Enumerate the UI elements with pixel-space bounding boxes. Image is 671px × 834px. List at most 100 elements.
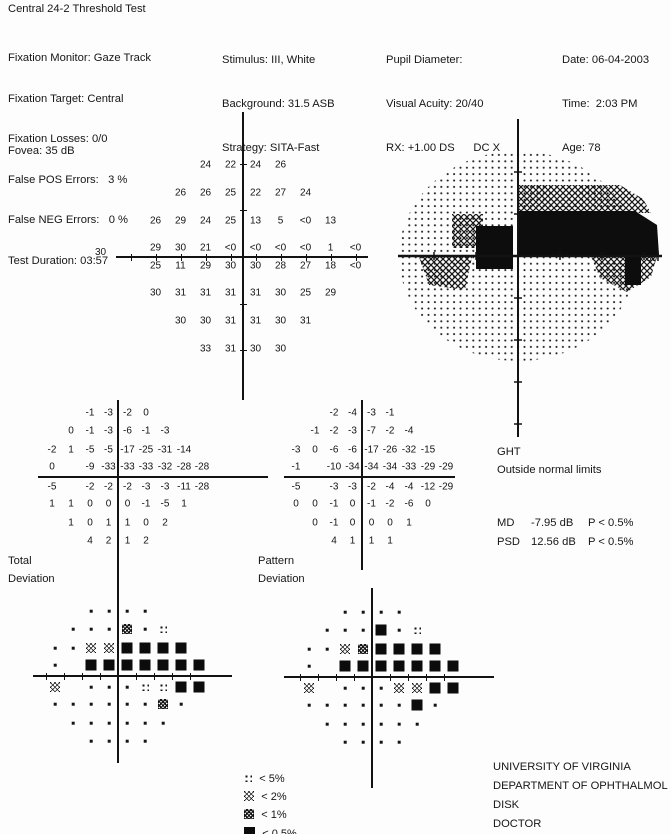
stimulus: Stimulus: III, White (222, 54, 316, 66)
total-deviation-value: 4 (87, 535, 93, 547)
threshold-value: <0 (299, 215, 312, 227)
total-deviation-title-1: Total (8, 555, 32, 567)
total-deviation-value: 0 (87, 517, 93, 529)
stimulus-parameters: Stimulus: III, White Background: 31.5 AS… (222, 26, 335, 182)
pattern-deviation-value: -3 (291, 444, 301, 456)
pattern-deviation-value: 0 (312, 444, 318, 456)
department-name: DEPARTMENT OF OPHTHALMOL (493, 780, 668, 792)
total-deviation-value: -3 (160, 425, 170, 437)
total-deviation-prob-symbol (86, 643, 96, 653)
threshold-value: 30 (174, 315, 187, 327)
threshold-value: 28 (274, 260, 287, 272)
total-deviation-prob-symbol (143, 739, 147, 743)
threshold-value: 31 (224, 315, 237, 327)
pattern-deviation-prob-symbol (411, 660, 423, 672)
total-deviation-prob-symbol (89, 739, 93, 743)
threshold-value: 24 (299, 187, 312, 199)
total-deviation-value: 0 (49, 461, 55, 473)
pattern-deviation-prob-symbol (361, 628, 365, 632)
pattern-deviation-value: -2 (329, 407, 339, 419)
total-deviation-prob-symbol (53, 646, 57, 650)
pattern-deviation-value: 1 (349, 535, 356, 547)
pattern-deviation-prob-symbol (325, 722, 329, 726)
total-deviation-prob-symbol (157, 659, 169, 671)
pattern-deviation-y-axis (361, 400, 363, 570)
pattern-deviation-prob-symbol (415, 722, 419, 726)
pattern-deviation-value: -2 (329, 425, 339, 437)
threshold-value: 24 (199, 159, 212, 171)
threshold-value: 25 (224, 187, 237, 199)
pattern-deviation-prob-x-axis (284, 676, 494, 678)
pattern-deviation-value: -34 (364, 461, 379, 473)
pattern-deviation-prob-symbol (379, 722, 383, 726)
total-deviation-value: -14 (176, 444, 192, 456)
threshold-value: <0 (249, 242, 262, 254)
pattern-deviation-value: 0 (387, 517, 393, 529)
threshold-y-axis (242, 112, 244, 400)
pattern-deviation-prob-symbol (325, 703, 329, 707)
pattern-deviation-value: -1 (367, 498, 376, 510)
pattern-deviation-value: -5 (291, 481, 301, 493)
total-deviation-value: 1 (124, 517, 131, 529)
eye-parameters: Pupil Diameter: Visual Acuity: 20/40 RX:… (386, 26, 500, 182)
total-deviation-value: -5 (47, 481, 57, 493)
pattern-deviation-value: -4 (404, 425, 414, 437)
total-deviation-value: -28 (194, 461, 210, 473)
total-deviation-value: 1 (68, 498, 74, 510)
total-deviation-prob-symbol (125, 609, 129, 613)
grayscale-region-mid (518, 185, 651, 213)
total-deviation-value: 1 (105, 517, 112, 529)
total-deviation-prob-symbol (143, 721, 147, 725)
pattern-deviation-prob-symbol (411, 643, 423, 655)
threshold-value: 25 (299, 287, 312, 299)
pattern-deviation-prob-symbol (343, 686, 347, 690)
threshold-value: 31 (299, 315, 312, 327)
pattern-deviation-prob-symbol (340, 644, 350, 654)
total-deviation-prob-symbol (159, 625, 167, 633)
threshold-value: 5 (277, 215, 284, 227)
threshold-value: 29 (324, 287, 337, 299)
pattern-deviation-value: -15 (420, 444, 436, 456)
threshold-value: 24 (249, 159, 262, 171)
total-deviation-prob-symbol (121, 642, 133, 654)
pattern-deviation-prob-symbol (307, 664, 311, 668)
total-deviation-prob-symbol (53, 702, 57, 706)
pattern-deviation-prob-symbol (358, 644, 368, 654)
pattern-deviation-title-2: Deviation (258, 573, 305, 585)
total-deviation-prob-symbol (104, 643, 114, 653)
pattern-deviation-prob-symbol (429, 660, 441, 672)
disk-label: DISK (493, 799, 520, 811)
pattern-deviation-prob-symbol (361, 722, 365, 726)
pattern-deviation-value: 0 (349, 498, 356, 510)
pattern-deviation-prob-symbol (379, 703, 383, 707)
threshold-value: <0 (349, 242, 362, 254)
total-deviation-value: -3 (104, 407, 113, 419)
pattern-deviation-value: 0 (293, 498, 299, 510)
total-deviation-prob-symbol (89, 609, 93, 613)
pattern-deviation-value: -4 (385, 481, 395, 493)
test-duration: Test Duration: 03:57 (8, 254, 109, 267)
grayscale-region-mid (419, 257, 472, 290)
legend-item-05pct: < 0.5% (232, 815, 297, 834)
grayscale-region-mid (452, 214, 483, 248)
total-deviation-value: -33 (120, 461, 135, 473)
pattern-deviation-value: 0 (312, 517, 318, 529)
total-deviation-prob-symbol (89, 702, 93, 706)
grayscale-region-black (625, 255, 641, 285)
probability-1pct-icon (244, 809, 255, 819)
total-deviation-title-2: Deviation (8, 573, 55, 585)
total-deviation-value: -33 (138, 461, 154, 473)
psd-value: 12.56 dB (531, 536, 576, 548)
fixation-losses: Fixation Losses: 0/0 (8, 133, 108, 146)
pattern-deviation-value: -34 (345, 461, 360, 473)
probability-2pct-icon (244, 791, 255, 801)
threshold-value: 27 (299, 260, 312, 272)
pattern-deviation-prob-symbol (307, 703, 311, 707)
ght-result: Outside normal limits (497, 464, 602, 476)
threshold-value: <0 (349, 260, 362, 272)
total-deviation-value: -11 (177, 481, 191, 493)
total-deviation-prob-symbol (141, 683, 149, 691)
pattern-deviation-prob-symbol (397, 740, 401, 744)
threshold-value: 13 (249, 215, 262, 227)
legend-item-2pct: < 2% (232, 779, 287, 815)
